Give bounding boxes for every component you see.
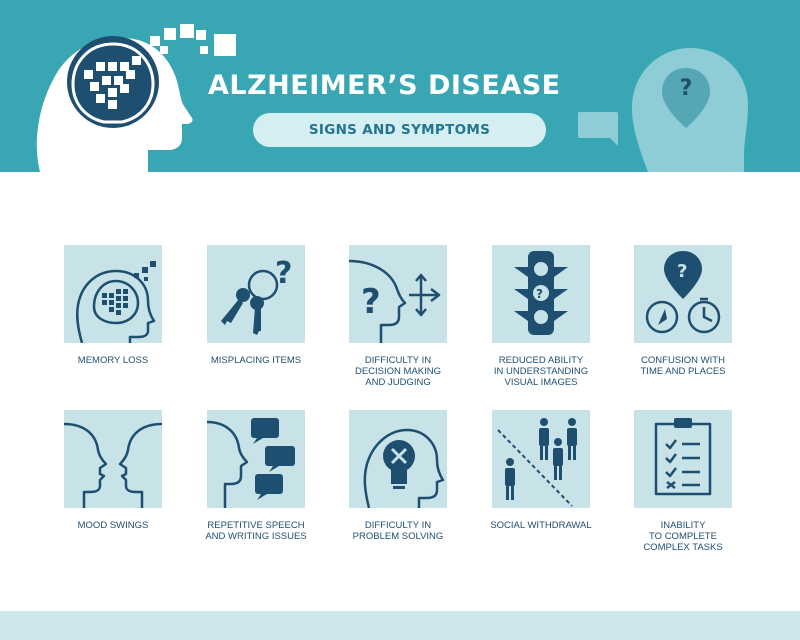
symptom-label: SOCIAL WITHDRAWAL: [490, 520, 592, 531]
symptom-label: INABILITY TO COMPLETE COMPLEX TASKS: [643, 520, 723, 553]
speech-bubble-icon: [578, 112, 618, 146]
keys-question-icon: ?: [221, 256, 292, 335]
symptom-tile-decision-making: ?: [349, 245, 447, 343]
head-arrows-icon: ?: [349, 259, 441, 343]
clock-compass-icon: ?: [645, 251, 721, 334]
svg-text:?: ?: [536, 287, 543, 301]
two-faces-icon: [64, 422, 162, 508]
question-head-icon: [632, 48, 748, 172]
symptom-label: REPETITIVE SPEECH AND WRITING ISSUES: [205, 520, 307, 542]
symptom-label: CONFUSION WITH TIME AND PLACES: [640, 355, 726, 377]
header-banner: ALZHEIMER’S DISEASE SIGNS AND SYMPTOMS ?: [0, 0, 800, 172]
symptom-tile-social-withdrawal: [492, 410, 590, 508]
footer-band: [0, 611, 800, 640]
head-question-mark: ?: [679, 76, 693, 101]
checklist-icon: [654, 418, 712, 496]
symptom-label: DIFFICULTY IN DECISION MAKING AND JUDGIN…: [354, 355, 442, 388]
svg-text:?: ?: [361, 282, 381, 322]
page-title: ALZHEIMER’S DISEASE: [208, 70, 561, 101]
people-divider-icon: [497, 418, 577, 507]
symptom-label: MOOD SWINGS: [77, 520, 149, 531]
symptom-label: REDUCED ABILITY IN UNDERSTANDING VISUAL …: [493, 355, 589, 388]
speech-bubbles-icon: [207, 418, 295, 508]
symptom-tile-mood-swings: [64, 410, 162, 508]
symptom-tile-complex-tasks: [634, 410, 732, 508]
traffic-light-icon: ?: [514, 251, 568, 335]
symptom-label: DIFFICULTY IN PROBLEM SOLVING: [352, 520, 444, 542]
brain-pixel-head-icon: [75, 261, 156, 343]
symptom-tile-repetitive-speech: [207, 410, 305, 508]
subtitle-badge: SIGNS AND SYMPTOMS: [253, 113, 546, 147]
svg-text:?: ?: [275, 256, 292, 291]
pixel-head-icon: [36, 24, 236, 172]
svg-text:?: ?: [677, 261, 687, 282]
symptom-label: MISPLACING ITEMS: [210, 355, 302, 366]
symptom-tile-problem-solving: [349, 410, 447, 508]
header-illustration: [36, 24, 748, 172]
symptom-tile-misplacing-items: ?: [207, 245, 305, 343]
symptom-label: MEMORY LOSS: [77, 355, 149, 366]
page-subtitle: SIGNS AND SYMPTOMS: [308, 122, 491, 138]
bulb-x-icon: [363, 428, 445, 508]
symptom-tile-memory-loss: [64, 245, 162, 343]
symptom-tile-visual-images: ?: [492, 245, 590, 343]
symptom-tile-time-places: ?: [634, 245, 732, 343]
